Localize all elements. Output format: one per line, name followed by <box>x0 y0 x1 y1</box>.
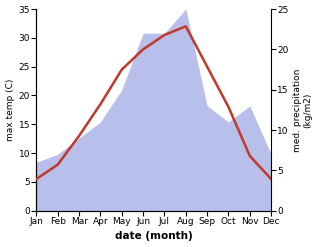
Y-axis label: med. precipitation
(kg/m2): med. precipitation (kg/m2) <box>293 68 313 152</box>
X-axis label: date (month): date (month) <box>115 231 193 242</box>
Y-axis label: max temp (C): max temp (C) <box>5 79 15 141</box>
